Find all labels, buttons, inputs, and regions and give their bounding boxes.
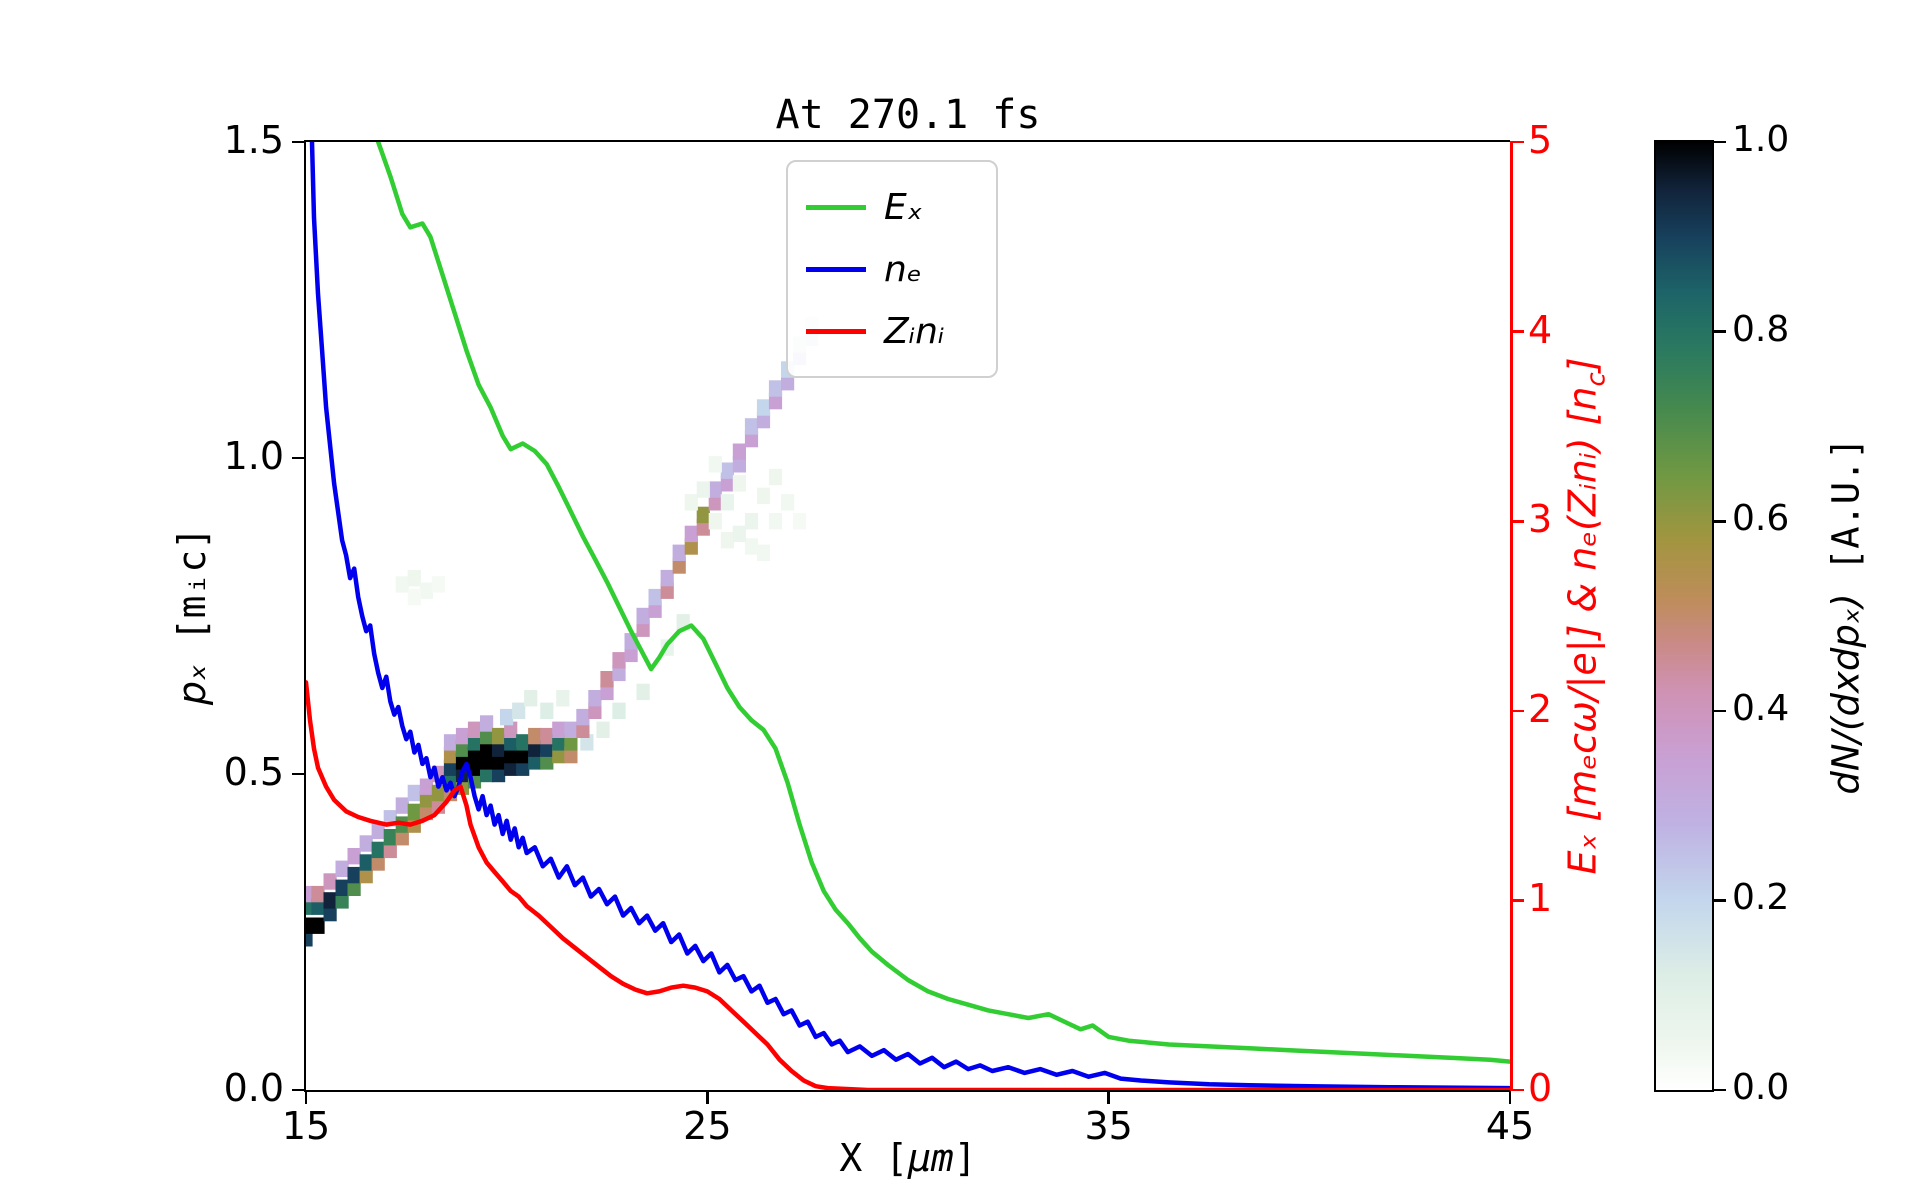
right-spine [1510, 142, 1513, 1090]
y-right-tick-label: 4 [1528, 307, 1553, 352]
colorbar-tick-label: 1.0 [1732, 119, 1790, 160]
legend-line-swatch [806, 266, 866, 272]
y-right-tick-mark [1510, 330, 1524, 333]
series-line-ne [309, 142, 1510, 1090]
y-right-math-2: ] [1560, 357, 1605, 373]
colorbar-tick-mark [1714, 709, 1726, 713]
x-tick-mark [1508, 1090, 1512, 1104]
y-left-math: pₓ [170, 664, 214, 706]
legend-line-swatch [806, 328, 866, 334]
x-tick-label: 45 [1485, 1104, 1535, 1148]
colorbar-tick-mark [1714, 330, 1726, 333]
x-label-pre: X [ [839, 1136, 908, 1180]
colorbar-tick-label: 0.6 [1732, 498, 1790, 540]
y-axis-label-right: Eₓ [mₑcω/|e|] & nₑ(Zᵢnᵢ) [nc] [1561, 357, 1612, 874]
colorbar-tick-label: 0.0 [1732, 1067, 1790, 1108]
y-left-tick-mark [292, 140, 306, 144]
colorbar-tick-label: 0.2 [1732, 877, 1790, 919]
colorbar-tick-mark [1714, 899, 1726, 902]
legend: Eₓ nₑ Zᵢnᵢ [786, 160, 998, 378]
colorbar-label-math: dN/(dxdpₓ) [1824, 593, 1868, 795]
y-left-tick-mark [292, 1088, 306, 1092]
heatmap-layer [306, 317, 819, 947]
y-right-tick-label: 0 [1528, 1066, 1553, 1110]
legend-item-label: Eₓ [884, 186, 923, 228]
y-right-tick-mark [1510, 709, 1524, 713]
y-left-tick-mark [292, 456, 306, 460]
series-line-Ex [375, 142, 1510, 1064]
x-tick-mark [1107, 1090, 1110, 1104]
colorbar-label-unit: [A.U.] [1824, 437, 1868, 594]
y-right-tick-mark [1510, 140, 1524, 144]
legend-item-label: nₑ [884, 248, 922, 290]
colorbar-tick-label: 0.8 [1732, 308, 1790, 350]
series-line-Zini [306, 680, 1510, 1090]
legend-item-label: Zᵢnᵢ [884, 310, 945, 352]
y-right-tick-label: 3 [1528, 497, 1553, 542]
y-right-tick-mark [1510, 520, 1524, 523]
y-left-tick-label: 0.0 [223, 1066, 284, 1110]
legend-item: Eₓ [806, 176, 990, 238]
colorbar [1654, 140, 1714, 1092]
y-right-tick-mark [1510, 899, 1524, 902]
colorbar-label: dN/(dxdpₓ) [A.U.] [1825, 437, 1868, 794]
x-tick-label: 25 [683, 1104, 732, 1148]
plot-canvas [306, 142, 1510, 1090]
colorbar-tick-mark [1714, 520, 1726, 523]
x-tick-label: 15 [281, 1104, 331, 1148]
y-left-tick-label: 0.5 [223, 750, 284, 794]
y-right-tick-label: 1 [1528, 876, 1553, 921]
y-left-tick-label: 1.5 [223, 118, 284, 162]
colorbar-tick-mark [1714, 140, 1726, 144]
x-label-post: ] [953, 1136, 977, 1180]
x-tick-mark [706, 1090, 709, 1104]
plot-area: Eₓ nₑ Zᵢnᵢ [304, 140, 1513, 1092]
y-left-unit: [mᵢc] [170, 526, 214, 665]
y-right-tick-label: 2 [1528, 686, 1553, 731]
y-right-tick-mark [1510, 1088, 1524, 1092]
x-tick-mark [304, 1090, 308, 1104]
x-label-unit: μm [907, 1136, 954, 1180]
plot-title: At 270.1 fs [775, 92, 1041, 138]
legend-item: Zᵢnᵢ [806, 300, 990, 362]
y-left-tick-mark [292, 772, 306, 776]
legend-item: nₑ [806, 238, 990, 300]
y-right-math-1: Eₓ [mₑcω/|e|] & nₑ(Zᵢnᵢ) [n [1560, 386, 1605, 875]
x-tick-label: 35 [1084, 1104, 1133, 1148]
colorbar-tick-label: 0.4 [1732, 687, 1790, 729]
colorbar-tick-mark [1714, 1088, 1726, 1092]
y-right-sub: c [1581, 372, 1612, 387]
y-axis-label-left: pₓ [mᵢc] [170, 527, 214, 705]
y-left-tick-label: 1.0 [223, 434, 284, 478]
legend-line-swatch [806, 204, 866, 210]
x-axis-label: X [μm] [839, 1136, 976, 1180]
y-right-tick-label: 5 [1528, 118, 1553, 162]
